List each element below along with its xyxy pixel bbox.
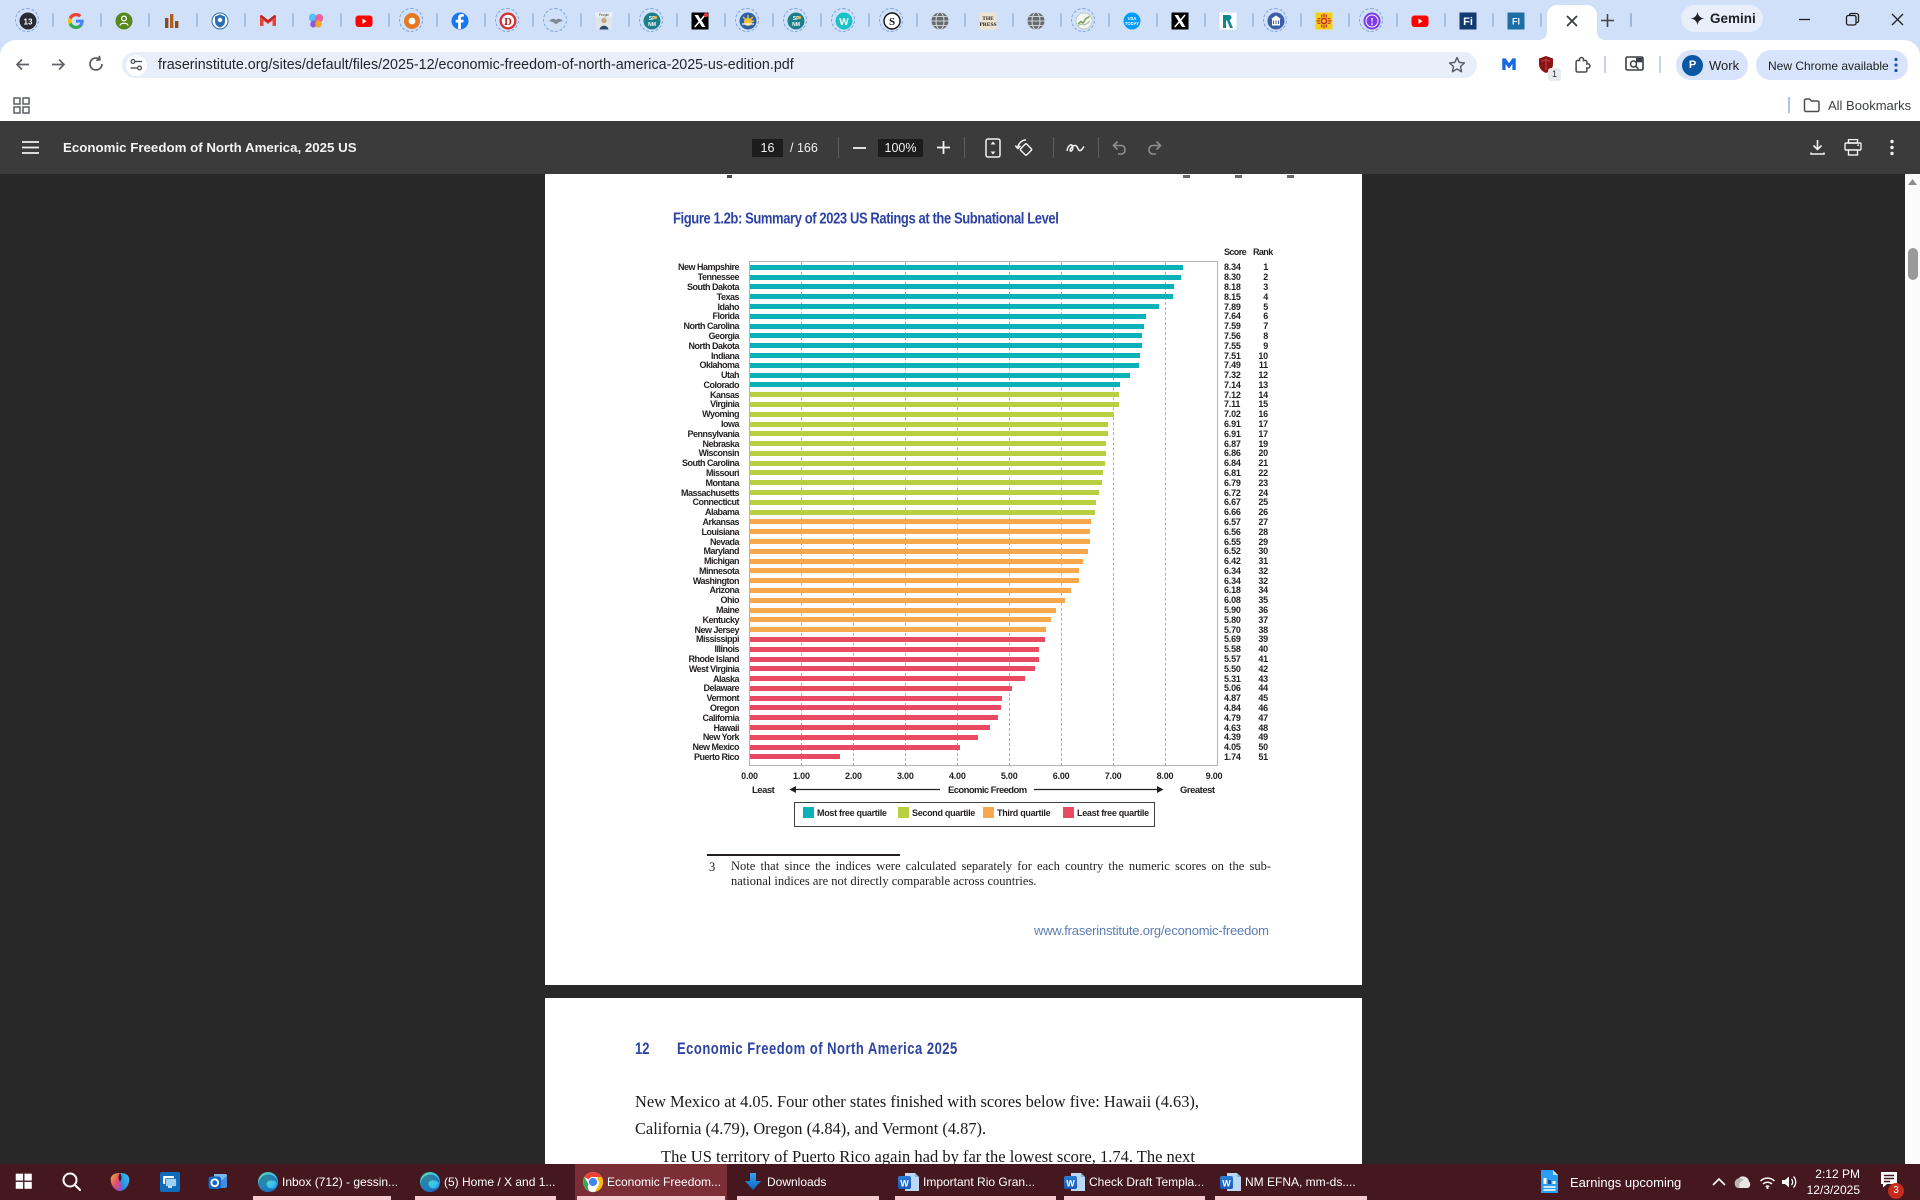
svg-text:THE: THE bbox=[982, 16, 994, 22]
svg-text:People: People bbox=[599, 13, 609, 17]
svg-text:W: W bbox=[1222, 1179, 1231, 1189]
svg-text:TODAY: TODAY bbox=[1125, 21, 1139, 26]
svg-text:W: W bbox=[1066, 1179, 1075, 1189]
svg-text:USA: USA bbox=[1128, 16, 1137, 21]
svg-text:Fi: Fi bbox=[1463, 16, 1473, 28]
svg-text:PRESS: PRESS bbox=[979, 22, 996, 28]
svg-text:FI: FI bbox=[1512, 17, 1520, 27]
svg-text:W: W bbox=[900, 1179, 909, 1189]
